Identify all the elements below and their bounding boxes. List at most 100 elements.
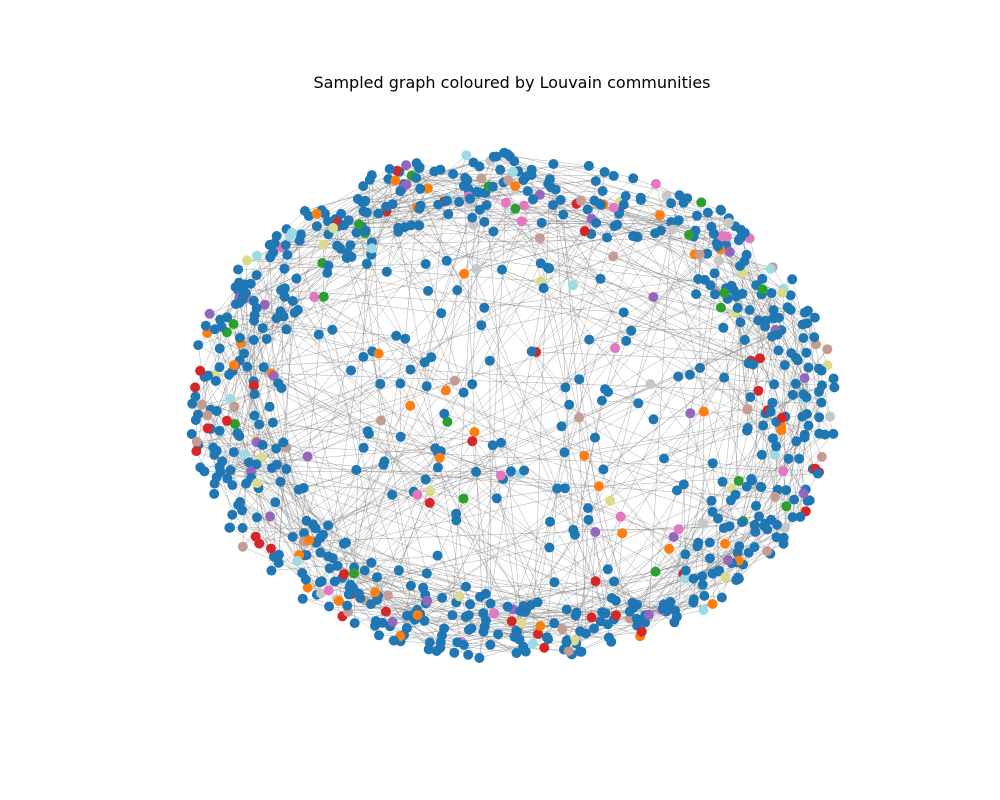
graph-node (816, 397, 827, 408)
graph-edge (549, 507, 589, 548)
graph-edge (795, 359, 820, 418)
graph-node (418, 582, 429, 593)
graph-edge (554, 582, 576, 616)
graph-edge (258, 171, 605, 489)
graph-edge (257, 482, 431, 492)
graph-node (461, 581, 471, 592)
graph-node (678, 197, 689, 208)
graph-node (803, 420, 814, 431)
graph-node (730, 489, 741, 500)
graph-node (449, 647, 460, 658)
graph-node (354, 219, 364, 230)
graph-node (583, 514, 594, 525)
graph-node (237, 505, 247, 516)
graph-node (664, 598, 675, 609)
graph-edge (703, 292, 772, 412)
graph-node (754, 353, 765, 364)
graph-edge (660, 230, 741, 267)
graph-node (706, 495, 717, 506)
graph-node (311, 208, 322, 219)
graph-edge (377, 441, 473, 597)
graph-node (249, 410, 260, 421)
graph-edge (216, 356, 364, 412)
graph-node (648, 414, 659, 425)
graph-node (659, 453, 669, 464)
graph-node (716, 592, 727, 603)
graph-node (479, 302, 490, 313)
graph-edge (474, 431, 558, 489)
graph-edge (200, 365, 236, 468)
graph-node (375, 415, 386, 426)
graph-node (609, 576, 619, 587)
graph-edge (398, 227, 447, 262)
graph-edge (447, 199, 534, 422)
graph-edge (292, 317, 815, 538)
graph-node (443, 209, 454, 220)
chart-title: Sampled graph coloured by Louvain commun… (313, 73, 710, 92)
graph-node (698, 605, 709, 615)
graph-edge (314, 296, 455, 381)
graph-node (680, 573, 691, 584)
graph-node (655, 225, 666, 236)
graph-node (467, 212, 478, 223)
graph-node (684, 369, 695, 380)
graph-node (713, 513, 723, 524)
graph-edge (280, 481, 418, 616)
graph-node (186, 429, 197, 439)
graph-node (259, 299, 270, 310)
graph-node (608, 170, 619, 181)
graph-edge (272, 422, 436, 449)
graph-edge (262, 327, 577, 644)
graph-node (704, 537, 715, 548)
graph-node (489, 608, 500, 619)
graph-node (281, 324, 292, 335)
graph-edge (250, 200, 366, 284)
graph-node (516, 216, 527, 227)
graph-node (327, 324, 338, 335)
graph-node (323, 260, 334, 271)
graph-node (366, 243, 377, 254)
graph-node (514, 634, 525, 645)
graph-node (707, 599, 718, 609)
graph-node (506, 616, 517, 627)
graph-node (684, 229, 695, 240)
graph-edge (204, 471, 359, 594)
graph-node (596, 395, 607, 406)
graph-node (560, 483, 570, 494)
graph-node (422, 595, 433, 606)
graph-edge (471, 384, 512, 472)
graph-node (739, 334, 750, 345)
graph-node (552, 483, 563, 494)
graph-node (252, 512, 262, 523)
graph-edge (204, 339, 254, 378)
graph-node (434, 452, 445, 463)
graph-node (442, 416, 453, 427)
graph-edge (264, 257, 271, 305)
graph-node (757, 284, 768, 295)
graph-node (674, 190, 685, 201)
graph-node (415, 183, 426, 194)
graph-node (476, 320, 487, 331)
graph-edge (247, 260, 542, 282)
graph-node (741, 481, 752, 492)
graph-node (526, 346, 537, 357)
graph-edge (591, 552, 749, 618)
graph-edge (416, 177, 507, 203)
graph-node (276, 383, 287, 393)
graph-node (509, 156, 520, 167)
graph-node (361, 258, 372, 269)
graph-node (324, 601, 335, 612)
graph-node (673, 215, 684, 226)
graph-node (699, 590, 710, 601)
graph-node (373, 348, 384, 359)
graph-node (715, 302, 726, 313)
graph-node (508, 166, 519, 177)
graph-edge (378, 190, 528, 214)
graph-node (692, 210, 702, 221)
graph-edge (333, 222, 597, 229)
graph-node (753, 385, 764, 396)
graph-node (242, 255, 253, 266)
graph-node (688, 594, 699, 605)
graph-edge (356, 469, 617, 616)
graph-node (237, 294, 248, 305)
